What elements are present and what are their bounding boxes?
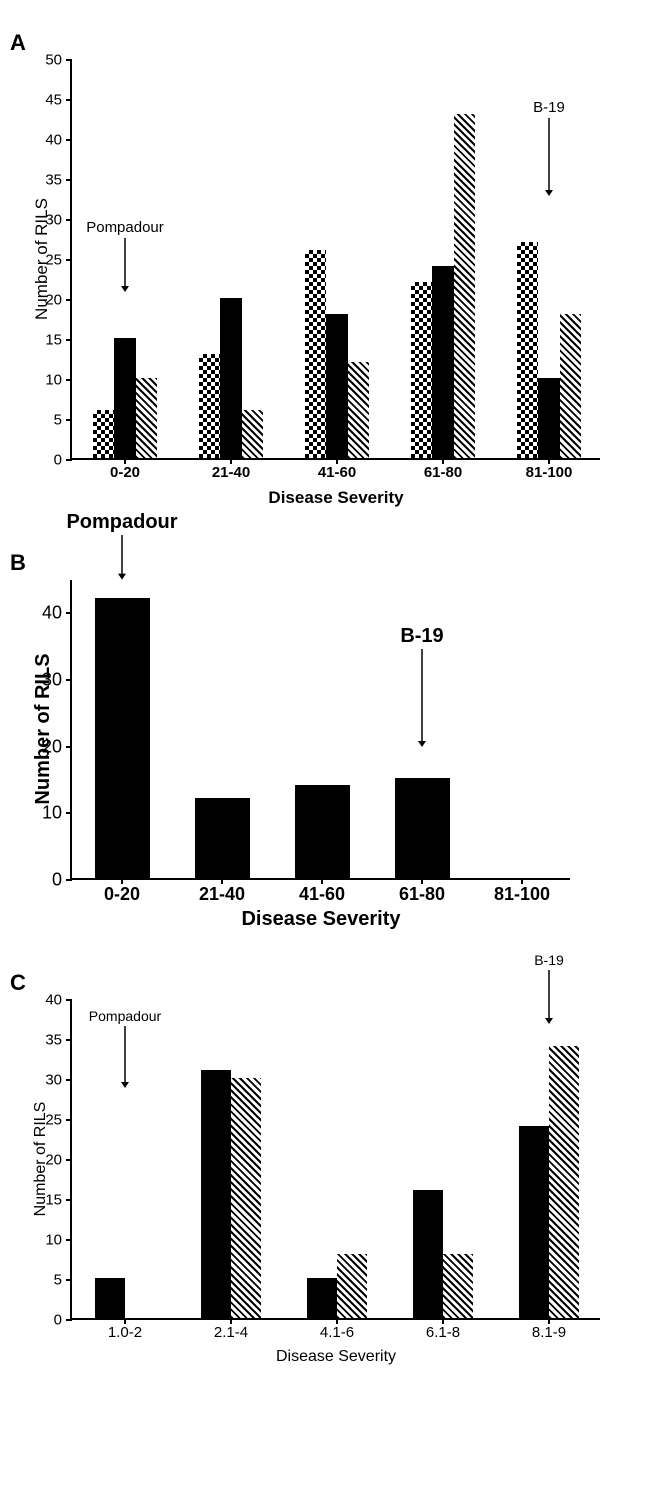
- arrow-icon: [120, 238, 130, 292]
- panel-a: A 05101520253035404550Number of RILS0-20…: [10, 30, 656, 520]
- bar: [411, 282, 432, 458]
- y-tick-label: 45: [45, 92, 72, 109]
- y-tick-label: 15: [45, 332, 72, 349]
- x-tick-label: 61-80: [399, 878, 445, 905]
- annotation-label: B-19: [534, 952, 564, 968]
- figure-root: A 05101520253035404550Number of RILS0-20…: [0, 0, 666, 1420]
- bar: [538, 378, 559, 458]
- y-tick-label: 10: [45, 372, 72, 389]
- y-tick-label: 10: [45, 1232, 72, 1249]
- x-tick-label: 1.0-2: [108, 1318, 142, 1341]
- x-tick-label: 6.1-8: [426, 1318, 460, 1341]
- bar: [305, 250, 326, 458]
- x-tick-label: 2.1-4: [214, 1318, 248, 1341]
- arrow-icon: [120, 1026, 130, 1088]
- y-tick-label: 35: [45, 1032, 72, 1049]
- annotation-label: B-19: [400, 625, 443, 648]
- x-tick-label: 0-20: [104, 878, 140, 905]
- bar: [242, 410, 263, 458]
- bar: [95, 598, 150, 878]
- panel-b-chart-wrap: 010203040Number of RILS0-2021-4041-6061-…: [70, 550, 656, 940]
- panel-a-label: A: [10, 30, 26, 56]
- bar: [443, 1254, 473, 1318]
- panel-c-label: C: [10, 970, 26, 996]
- arrow-icon: [544, 970, 554, 1024]
- panel-b-chart: 010203040Number of RILS0-2021-4041-6061-…: [70, 550, 570, 940]
- bar: [199, 354, 220, 458]
- bar: [549, 1046, 579, 1318]
- y-axis-title: Number of RILS: [32, 1102, 50, 1217]
- y-axis-title: Number of RILS: [32, 653, 55, 804]
- x-tick-label: 21-40: [212, 458, 250, 481]
- arrow-icon: [544, 118, 554, 196]
- panel-c: C 0510152025303540Number of RILS1.0-22.1…: [10, 970, 656, 1380]
- arrow-icon: [417, 649, 427, 747]
- y-axis-title: Number of RILS: [32, 198, 52, 320]
- bar: [517, 242, 538, 458]
- bar: [295, 785, 350, 878]
- panel-a-chart: 05101520253035404550Number of RILS0-2021…: [70, 30, 600, 520]
- bar: [220, 298, 241, 458]
- bar: [195, 798, 250, 878]
- x-tick-label: 0-20: [110, 458, 140, 481]
- bar: [519, 1126, 549, 1318]
- annotation-label: Pompadour: [66, 511, 177, 534]
- panel-b-label: B: [10, 550, 26, 576]
- y-tick-label: 40: [45, 992, 72, 1009]
- annotation-label: Pompadour: [86, 219, 164, 236]
- y-tick-label: 50: [45, 52, 72, 69]
- bar: [348, 362, 369, 458]
- x-tick-label: 61-80: [424, 458, 462, 481]
- bar: [201, 1070, 231, 1318]
- bar: [136, 378, 157, 458]
- plot-area: 010203040Number of RILS0-2021-4041-6061-…: [70, 580, 570, 880]
- bar: [337, 1254, 367, 1318]
- panel-c-chart: 0510152025303540Number of RILS1.0-22.1-4…: [70, 970, 600, 1380]
- panel-a-chart-wrap: 05101520253035404550Number of RILS0-2021…: [70, 30, 656, 520]
- annotation-label: Pompadour: [89, 1008, 161, 1024]
- bar: [307, 1278, 337, 1318]
- y-tick-label: 10: [42, 803, 72, 824]
- bar: [326, 314, 347, 458]
- y-tick-label: 0: [54, 1312, 72, 1329]
- x-tick-label: 81-100: [526, 458, 573, 481]
- x-tick-label: 21-40: [199, 878, 245, 905]
- x-axis-title: Disease Severity: [268, 458, 403, 508]
- y-tick-label: 40: [42, 603, 72, 624]
- annotation-label: B-19: [533, 99, 565, 116]
- arrow-icon: [117, 535, 127, 580]
- y-tick-label: 0: [52, 870, 72, 891]
- x-axis-title: Disease Severity: [241, 878, 400, 931]
- panel-b: B 010203040Number of RILS0-2021-4041-606…: [10, 550, 656, 940]
- bar: [454, 114, 475, 458]
- bar: [413, 1190, 443, 1318]
- plot-area: 05101520253035404550Number of RILS0-2021…: [70, 60, 600, 460]
- y-tick-label: 35: [45, 172, 72, 189]
- y-tick-label: 30: [45, 1072, 72, 1089]
- x-axis-title: Disease Severity: [276, 1318, 396, 1366]
- bar: [231, 1078, 261, 1318]
- panel-c-chart-wrap: 0510152025303540Number of RILS1.0-22.1-4…: [70, 970, 656, 1380]
- y-tick-label: 5: [54, 1272, 72, 1289]
- x-tick-label: 81-100: [494, 878, 550, 905]
- bar: [432, 266, 453, 458]
- bar: [93, 410, 114, 458]
- y-tick-label: 40: [45, 132, 72, 149]
- y-tick-label: 5: [54, 412, 72, 429]
- bar: [395, 778, 450, 878]
- y-tick-label: 0: [54, 452, 72, 469]
- x-tick-label: 8.1-9: [532, 1318, 566, 1341]
- bar: [95, 1278, 125, 1318]
- bar: [560, 314, 581, 458]
- bar: [114, 338, 135, 458]
- plot-area: 0510152025303540Number of RILS1.0-22.1-4…: [70, 1000, 600, 1320]
